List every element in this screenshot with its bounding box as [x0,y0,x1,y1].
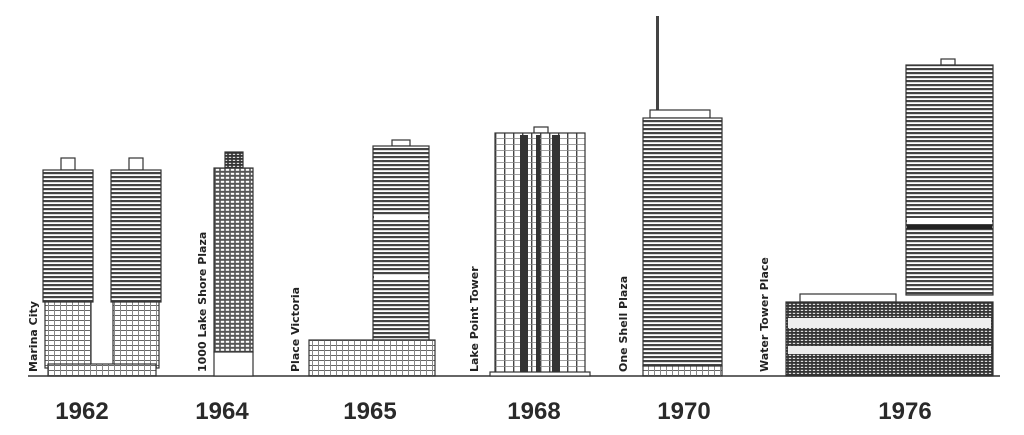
building-name: One Shell Plaza [617,276,630,372]
year: 1962 [55,398,108,425]
building-name: Water Tower Place [758,257,771,372]
year: 1970 [657,398,710,425]
building-name: Lake Point Tower [468,266,481,372]
lake-shore-plaza-drawing [213,151,254,377]
place-victoria-drawing [308,139,436,377]
one-shell-plaza-drawing [642,16,723,377]
year: 1976 [878,398,931,425]
building-name: Place Victoria [289,287,302,372]
year: 1964 [195,398,249,425]
lake-point-tower-drawing [489,126,591,377]
marina-city-drawing [42,157,162,377]
building-name: Marina City [27,301,40,372]
year: 1965 [343,398,396,425]
building-name: 1000 Lake Shore Plaza [196,232,209,372]
year: 1968 [507,398,560,425]
water-tower-place-drawing [785,58,994,377]
